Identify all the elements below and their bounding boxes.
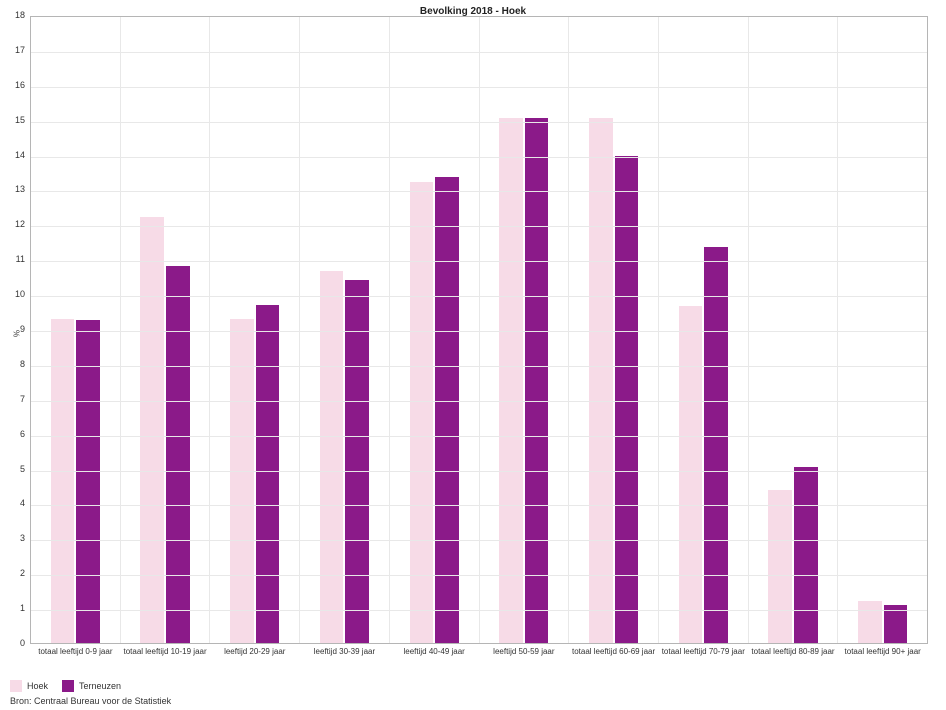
y-tick-label: 17 <box>15 45 31 55</box>
gridline <box>31 575 927 576</box>
gridline <box>31 191 927 192</box>
gridline <box>31 122 927 123</box>
bar-pair <box>480 17 569 643</box>
x-tick-label: totaal leeftijd 80-89 jaar <box>749 643 838 656</box>
x-tick-label: totaal leeftijd 70-79 jaar <box>659 643 748 656</box>
x-tick-label: totaal leeftijd 0-9 jaar <box>31 643 120 656</box>
bar <box>140 217 164 643</box>
bar <box>76 320 100 643</box>
bar <box>320 271 344 643</box>
gridline <box>31 261 927 262</box>
bar <box>589 118 613 643</box>
bar <box>256 305 280 643</box>
x-tick-label: totaal leeftijd 60-69 jaar <box>569 643 658 656</box>
bar-group: totaal leeftijd 90+ jaar <box>838 17 927 643</box>
y-tick-label: 16 <box>15 80 31 90</box>
bar <box>499 118 523 643</box>
gridline <box>31 331 927 332</box>
x-tick-label: totaal leeftijd 90+ jaar <box>838 643 927 656</box>
y-tick-label: 13 <box>15 184 31 194</box>
bar-pair <box>121 17 210 643</box>
bar <box>525 118 549 643</box>
y-tick-label: 2 <box>20 568 31 578</box>
bar-group: leeftijd 50-59 jaar <box>480 17 570 643</box>
gridline <box>31 87 927 88</box>
y-tick-label: 10 <box>15 289 31 299</box>
gridline <box>31 436 927 437</box>
bar-group: totaal leeftijd 10-19 jaar <box>121 17 211 643</box>
bar-pair <box>838 17 927 643</box>
bar-group: leeftijd 20-29 jaar <box>210 17 300 643</box>
gridline <box>31 471 927 472</box>
legend-item: Terneuzen <box>62 680 121 692</box>
x-tick-label: leeftijd 40-49 jaar <box>390 643 479 656</box>
bar-pair <box>210 17 299 643</box>
source-attribution: Bron: Centraal Bureau voor de Statistiek <box>10 696 171 706</box>
bar <box>858 601 882 643</box>
bar-group: totaal leeftijd 0-9 jaar <box>31 17 121 643</box>
bar <box>794 467 818 643</box>
bar-pair <box>569 17 658 643</box>
x-tick-label: totaal leeftijd 10-19 jaar <box>121 643 210 656</box>
bar-pair <box>659 17 748 643</box>
legend-item: Hoek <box>10 680 48 692</box>
gridline <box>31 505 927 506</box>
bar-pair <box>31 17 120 643</box>
x-tick-label: leeftijd 30-39 jaar <box>300 643 389 656</box>
legend-label: Hoek <box>27 681 48 691</box>
chart-container: Bevolking 2018 - Hoek % totaal leeftijd … <box>0 0 946 710</box>
bar-groups: totaal leeftijd 0-9 jaartotaal leeftijd … <box>31 17 927 643</box>
gridline <box>31 366 927 367</box>
y-tick-label: 18 <box>15 10 31 20</box>
gridline <box>31 52 927 53</box>
gridline <box>31 226 927 227</box>
bar-group: totaal leeftijd 70-79 jaar <box>659 17 749 643</box>
y-tick-label: 0 <box>20 638 31 648</box>
y-tick-label: 3 <box>20 533 31 543</box>
gridline <box>31 157 927 158</box>
bar <box>230 319 254 643</box>
bar <box>679 306 703 643</box>
bar-group: totaal leeftijd 80-89 jaar <box>749 17 839 643</box>
bar <box>345 280 369 643</box>
bar <box>166 266 190 643</box>
bar <box>615 156 639 643</box>
x-tick-label: leeftijd 20-29 jaar <box>210 643 299 656</box>
y-tick-label: 4 <box>20 498 31 508</box>
y-tick-label: 5 <box>20 464 31 474</box>
bar-group: leeftijd 40-49 jaar <box>390 17 480 643</box>
bar <box>51 319 75 643</box>
legend-label: Terneuzen <box>79 681 121 691</box>
bar-group: leeftijd 30-39 jaar <box>300 17 390 643</box>
legend-swatch <box>10 680 22 692</box>
plot-area: % totaal leeftijd 0-9 jaartotaal leeftij… <box>30 16 928 644</box>
y-tick-label: 1 <box>20 603 31 613</box>
gridline <box>31 401 927 402</box>
gridline <box>31 540 927 541</box>
bar-pair <box>390 17 479 643</box>
y-tick-label: 6 <box>20 429 31 439</box>
y-tick-label: 9 <box>20 324 31 334</box>
legend: Hoek Terneuzen <box>10 680 121 692</box>
bar-pair <box>749 17 838 643</box>
y-tick-label: 14 <box>15 150 31 160</box>
x-tick-label: leeftijd 50-59 jaar <box>480 643 569 656</box>
legend-swatch <box>62 680 74 692</box>
y-tick-label: 12 <box>15 219 31 229</box>
y-tick-label: 7 <box>20 394 31 404</box>
gridline <box>31 610 927 611</box>
y-tick-label: 8 <box>20 359 31 369</box>
bar <box>435 177 459 643</box>
bar <box>704 247 728 643</box>
gridline <box>31 296 927 297</box>
y-tick-label: 15 <box>15 115 31 125</box>
bar <box>768 490 792 644</box>
bar <box>410 182 434 643</box>
bar-group: totaal leeftijd 60-69 jaar <box>569 17 659 643</box>
y-tick-label: 11 <box>16 254 31 264</box>
bar-pair <box>300 17 389 643</box>
